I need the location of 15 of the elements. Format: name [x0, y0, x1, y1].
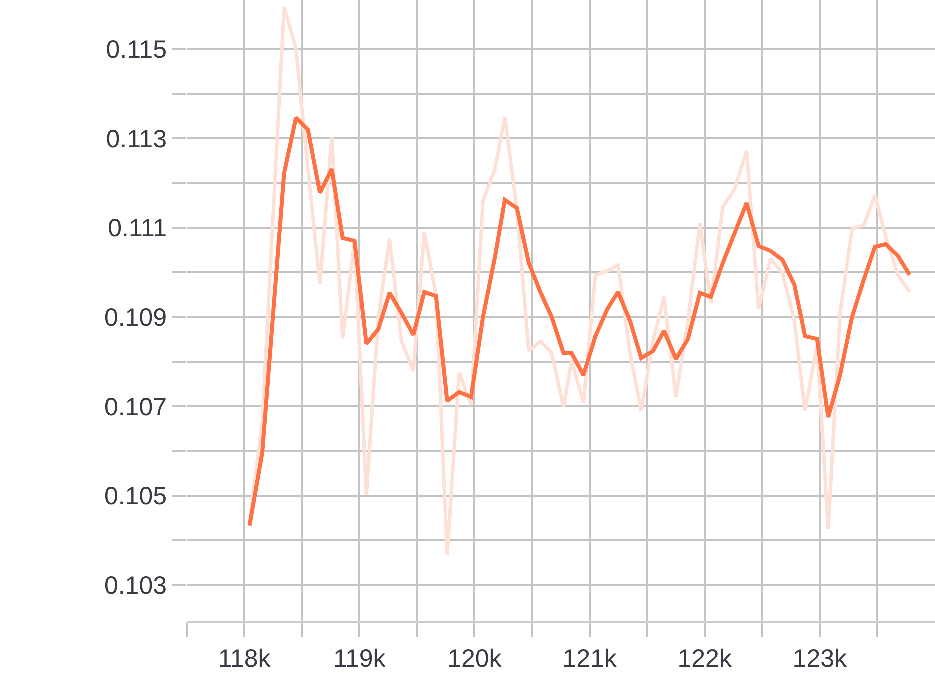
y-tick-label: 0.111	[108, 214, 167, 243]
y-tick-label: 0.113	[106, 125, 167, 154]
x-tick-label: 121k	[562, 645, 618, 673]
line-series	[248, 116, 912, 528]
y-tick-label: 0.115	[106, 36, 167, 64]
line-series	[248, 5, 912, 558]
x-tick-label: 119k	[333, 645, 386, 673]
y-tick-label: 0.109	[104, 304, 167, 332]
y-tick-label: 0.107	[104, 393, 167, 422]
x-tick-label: 118k	[218, 645, 272, 673]
y-tick-label: 0.105	[104, 482, 167, 511]
y-tick-label: 0.103	[104, 572, 167, 600]
x-tick-label: 123k	[792, 645, 848, 673]
x-tick-label: 122k	[678, 645, 732, 673]
x-tick-label: 120k	[448, 645, 502, 673]
